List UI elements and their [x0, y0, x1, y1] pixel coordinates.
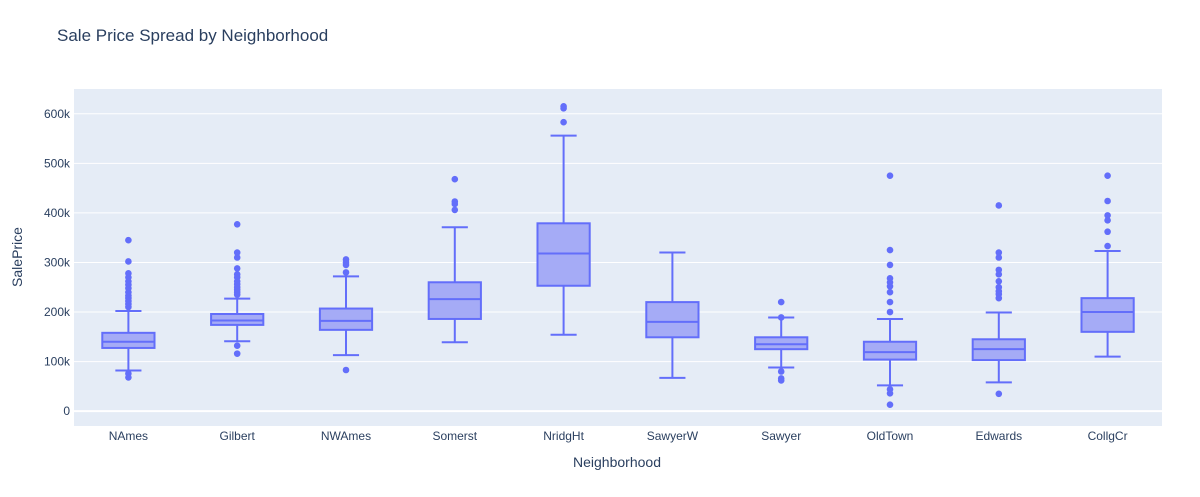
y-tick-label: 300k: [44, 255, 71, 269]
y-tick-label: 600k: [44, 107, 71, 121]
box-Edwards: [971, 202, 1026, 398]
box-Gilbert: [210, 220, 265, 357]
outlier-point: [233, 350, 241, 357]
outlier-point: [233, 291, 241, 298]
outlier-point: [995, 271, 1003, 278]
y-axis-ticks: 0 100k 200k 300k 400k 500k 600k: [44, 107, 71, 418]
x-tick-label: Sawyer: [761, 429, 801, 443]
outlier-point: [886, 261, 894, 269]
outlier-point: [125, 236, 132, 244]
box-CollgCr: [1080, 172, 1135, 358]
plot-background: [74, 89, 1162, 426]
outlier-point: [886, 288, 894, 296]
outlier-point: [995, 202, 1003, 209]
iqr-box: [318, 307, 374, 331]
x-tick-label: OldTown: [867, 429, 914, 443]
box-SawyerW: [645, 251, 700, 379]
box-OldTown: [862, 172, 918, 408]
box-NridgHt: [536, 103, 591, 336]
outlier-point: [886, 298, 894, 306]
outlier-point: [777, 298, 785, 306]
outlier-point: [560, 118, 567, 126]
y-tick-label: 0: [63, 404, 70, 418]
outlier-point: [995, 254, 1003, 261]
y-tick-label: 400k: [44, 206, 71, 220]
outlier-point: [995, 294, 1003, 302]
outlier-point: [125, 303, 132, 311]
outlier-point: [451, 175, 459, 183]
outlier-point: [1104, 212, 1111, 219]
outlier-point: [1104, 228, 1111, 236]
outlier-point: [233, 249, 241, 256]
x-tick-label: NridgHt: [543, 429, 584, 443]
box-Sawyer: [754, 298, 809, 384]
y-tick-label: 200k: [44, 305, 71, 319]
outlier-point: [886, 308, 894, 316]
box-NWAmes: [318, 256, 374, 374]
outlier-point: [886, 246, 894, 254]
x-tick-label: Gilbert: [220, 429, 256, 443]
outlier-point: [233, 265, 241, 272]
iqr-box: [427, 281, 482, 320]
iqr-box: [101, 331, 156, 349]
boxes: [101, 103, 1135, 408]
outlier-point: [995, 249, 1003, 256]
outlier-point: [233, 342, 241, 350]
iqr-box: [645, 301, 700, 339]
outlier-point: [1104, 172, 1111, 180]
box-Somerst: [427, 175, 482, 344]
outlier-point: [125, 258, 132, 265]
outlier-point: [125, 374, 132, 381]
outlier-point: [560, 105, 567, 112]
outlier-point: [1104, 242, 1111, 250]
outlier-point: [886, 282, 894, 290]
x-axis-title: Neighborhood: [573, 454, 661, 470]
x-tick-label: NAmes: [109, 429, 148, 443]
outlier-point: [777, 377, 785, 384]
box-NAmes: [101, 236, 156, 381]
x-tick-label: SawyerW: [647, 429, 699, 443]
gridlines: [74, 113, 1162, 413]
x-tick-label: Edwards: [975, 429, 1022, 443]
outlier-point: [777, 314, 785, 321]
outlier-point: [342, 366, 350, 374]
y-tick-label: 100k: [44, 355, 71, 369]
outlier-point: [451, 200, 459, 208]
y-axis-title: SalePrice: [9, 227, 25, 287]
outlier-point: [1104, 197, 1111, 205]
outlier-point: [233, 220, 241, 228]
chart-title: Sale Price Spread by Neighborhood: [57, 26, 328, 45]
outlier-point: [886, 172, 894, 180]
iqr-box: [862, 340, 918, 361]
outlier-point: [886, 389, 894, 397]
iqr-box: [1080, 297, 1135, 333]
x-tick-label: Somerst: [432, 429, 477, 443]
outlier-point: [777, 368, 785, 375]
outlier-point: [451, 206, 459, 214]
outlier-point: [995, 390, 1003, 398]
x-tick-label: CollgCr: [1088, 429, 1128, 443]
outlier-point: [342, 269, 350, 276]
x-tick-label: NWAmes: [321, 429, 371, 443]
outlier-point: [342, 261, 350, 269]
x-axis-ticks: NAmes Gilbert NWAmes Somerst NridgHt SawyerW S…: [109, 429, 1128, 443]
outlier-point: [886, 401, 894, 408]
outlier-point: [1104, 217, 1111, 224]
outlier-point: [995, 277, 1003, 285]
outlier-point: [233, 254, 241, 261]
y-tick-label: 500k: [44, 156, 71, 170]
